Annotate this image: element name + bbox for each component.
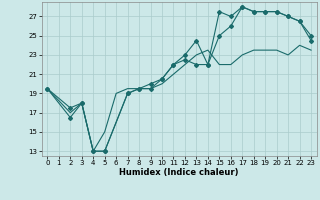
X-axis label: Humidex (Indice chaleur): Humidex (Indice chaleur) [119,168,239,177]
